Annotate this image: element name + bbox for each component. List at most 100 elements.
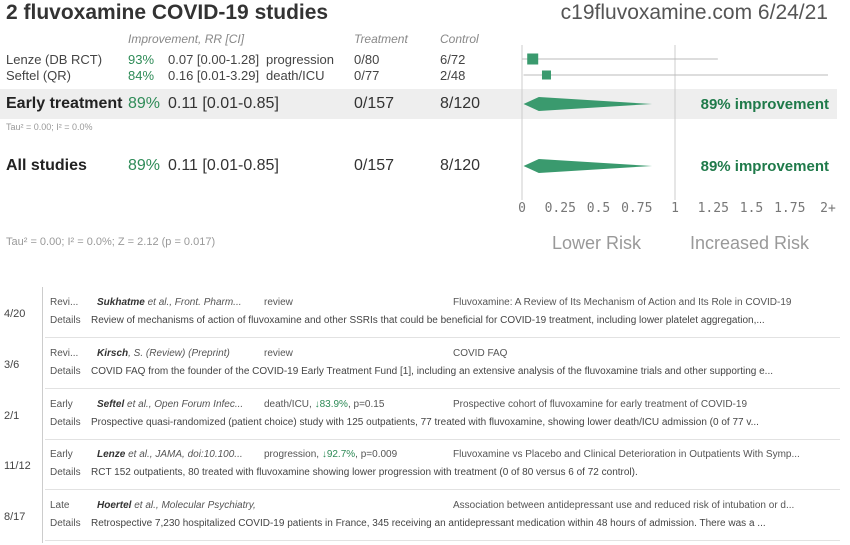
study-source: et al., Front. Pharm... bbox=[144, 297, 242, 308]
study-author: Sukhatme bbox=[97, 297, 145, 308]
row-rr: 0.07 [0.00-1.28] bbox=[168, 52, 260, 67]
study-date: 11/12 bbox=[4, 460, 31, 472]
study-point bbox=[541, 70, 551, 80]
row-rr: 0.16 [0.01-3.29] bbox=[168, 68, 260, 83]
tick-label: 2+ bbox=[820, 201, 836, 216]
study-title[interactable]: Prospective cohort of fluvoxamine for ea… bbox=[453, 399, 748, 410]
timeline-line bbox=[42, 287, 43, 543]
study-type: Late bbox=[50, 500, 70, 511]
study-citation[interactable]: Hoertel et al., Molecular Psychiatry, do… bbox=[97, 500, 257, 511]
details-label[interactable]: Details bbox=[50, 518, 81, 529]
study-author: Hoertel bbox=[97, 500, 132, 511]
details-label[interactable]: Details bbox=[50, 417, 81, 428]
tick-label: 1.75 bbox=[774, 201, 805, 216]
study-details: COVID FAQ from the founder of the COVID-… bbox=[91, 366, 774, 377]
study-outcome: review bbox=[264, 297, 444, 308]
study-type: Revi... bbox=[50, 348, 79, 359]
early-tau: Tau² = 0.00; I² = 0.0% bbox=[6, 122, 93, 132]
study-details: Retrospective 7,230 hospitalized COVID-1… bbox=[91, 518, 766, 529]
study-item[interactable]: Revi... Kirsch, S. (Review) (Preprint) rev… bbox=[45, 341, 840, 389]
study-details: RCT 152 outpatients, 80 treated with flu… bbox=[91, 467, 638, 478]
study-title[interactable]: Association between antidepressant use a… bbox=[453, 500, 795, 511]
col-header-improvement: Improvement, RR [CI] bbox=[128, 32, 245, 46]
tick-label: 0.75 bbox=[621, 201, 652, 216]
study-date: 4/20 bbox=[4, 308, 26, 320]
study-citation[interactable]: Lenze et al., JAMA, doi:10.100... bbox=[97, 449, 257, 460]
early-improvement: 89% bbox=[128, 95, 161, 112]
site-date[interactable]: c19fluvoxamine.com 6/24/21 bbox=[560, 1, 828, 24]
early-improvement-label: 89% improvement bbox=[700, 96, 829, 113]
col-header-treatment: Treatment bbox=[354, 32, 408, 46]
page-title: 2 fluvoxamine COVID-19 studies bbox=[6, 1, 329, 24]
all-studies-label: All studies bbox=[6, 157, 87, 174]
study-outcome: review bbox=[264, 348, 444, 359]
study-item[interactable]: Early Lenze et al., JAMA, doi:10.100... pr… bbox=[45, 442, 840, 490]
all-rr: 0.11 [0.01-0.85] bbox=[168, 157, 279, 174]
study-outcome-text: death/ICU, bbox=[264, 399, 315, 410]
study-author: Seftel bbox=[97, 399, 125, 410]
all-improvement: 89% bbox=[128, 157, 161, 174]
study-author: Lenze bbox=[97, 449, 126, 460]
overall-stats: Tau² = 0.00; I² = 0.0%; Z = 2.12 (p = 0.… bbox=[6, 236, 216, 248]
forest-plot: 0 0.25 0.5 0.75 1 1.25 1.5 1.75 2+ bbox=[518, 45, 836, 216]
col-header-control: Control bbox=[440, 32, 479, 46]
study-details: Prospective quasi-randomized (patient ch… bbox=[91, 417, 759, 428]
details-label[interactable]: Details bbox=[50, 366, 81, 377]
lower-risk-label: Lower Risk bbox=[552, 233, 642, 253]
study-title[interactable]: COVID FAQ bbox=[453, 348, 508, 359]
row-name: Lenze (DB RCT) bbox=[6, 52, 103, 67]
study-item[interactable]: Early Seftel et al., Open Forum Infec... d… bbox=[45, 392, 840, 440]
study-details: Review of mechanisms of action of fluvox… bbox=[91, 315, 765, 326]
study-date: 3/6 bbox=[4, 359, 20, 371]
study-citation[interactable]: Seftel et al., Open Forum Infec... bbox=[97, 399, 257, 410]
early-treatment-count: 0/157 bbox=[354, 95, 395, 112]
study-item[interactable]: Revi... Sukhatme et al., Front. Pharm... r… bbox=[45, 290, 840, 338]
row-name: Seftel (QR) bbox=[6, 68, 72, 83]
study-outcome-pct: ↓92.7% bbox=[321, 449, 356, 460]
early-treatment-band bbox=[0, 89, 837, 119]
details-label[interactable]: Details bbox=[50, 315, 81, 326]
study-citation[interactable]: Sukhatme et al., Front. Pharm... bbox=[97, 297, 257, 308]
study-date: 8/17 bbox=[4, 511, 26, 523]
study-source: et al., JAMA, doi:10.100... bbox=[125, 449, 243, 460]
early-rr: 0.11 [0.01-0.85] bbox=[168, 95, 279, 112]
study-author: Kirsch bbox=[97, 348, 129, 359]
increased-risk-label: Increased Risk bbox=[690, 233, 810, 253]
row-improvement: 84% bbox=[128, 68, 155, 83]
study-type: Early bbox=[50, 399, 73, 410]
study-item[interactable]: Late Hoertel et al., Molecular Psychiatry… bbox=[45, 493, 840, 541]
pooled-diamond bbox=[523, 159, 653, 173]
row-outcome: progression bbox=[266, 52, 334, 67]
early-control-count: 8/120 bbox=[440, 95, 481, 112]
all-treatment-count: 0/157 bbox=[354, 157, 395, 174]
tick-label: 0 bbox=[518, 201, 526, 216]
tick-label: 0.5 bbox=[587, 201, 610, 216]
all-control-count: 8/120 bbox=[440, 157, 481, 174]
study-outcome-p: , p=0.15 bbox=[347, 399, 385, 410]
row-improvement: 93% bbox=[128, 52, 155, 67]
all-improvement-label: 89% improvement bbox=[700, 158, 829, 175]
row-treatment: 0/80 bbox=[354, 52, 380, 67]
tick-label: 0.25 bbox=[545, 201, 576, 216]
study-outcome: death/ICU, ↓83.9%, p=0.15 bbox=[264, 399, 444, 410]
study-outcome-text: progression, bbox=[264, 449, 322, 460]
study-outcome-p: , p=0.009 bbox=[355, 449, 398, 460]
study-title[interactable]: Fluvoxamine: A Review of Its Mechanism o… bbox=[453, 297, 792, 308]
study-source: , S. (Review) (Preprint) bbox=[128, 348, 230, 359]
study-type: Early bbox=[50, 449, 73, 460]
row-treatment: 0/77 bbox=[354, 68, 380, 83]
row-control: 2/48 bbox=[440, 68, 466, 83]
study-title[interactable]: Fluvoxamine vs Placebo and Clinical Dete… bbox=[453, 449, 800, 460]
study-citation[interactable]: Kirsch, S. (Review) (Preprint) bbox=[97, 348, 257, 359]
study-point bbox=[527, 53, 539, 65]
study-source: et al., Molecular Psychiatry, doi:10.103… bbox=[134, 500, 257, 511]
study-date: 2/1 bbox=[4, 410, 20, 422]
study-outcome-pct: ↓83.9% bbox=[314, 399, 348, 410]
early-treatment-label: Early treatment bbox=[6, 95, 123, 112]
row-outcome: death/ICU bbox=[266, 68, 325, 83]
tick-label: 1.5 bbox=[740, 201, 763, 216]
details-label[interactable]: Details bbox=[50, 467, 81, 478]
study-outcome-text: review bbox=[264, 348, 293, 359]
study-type: Revi... bbox=[50, 297, 79, 308]
tick-label: 1 bbox=[671, 201, 679, 216]
